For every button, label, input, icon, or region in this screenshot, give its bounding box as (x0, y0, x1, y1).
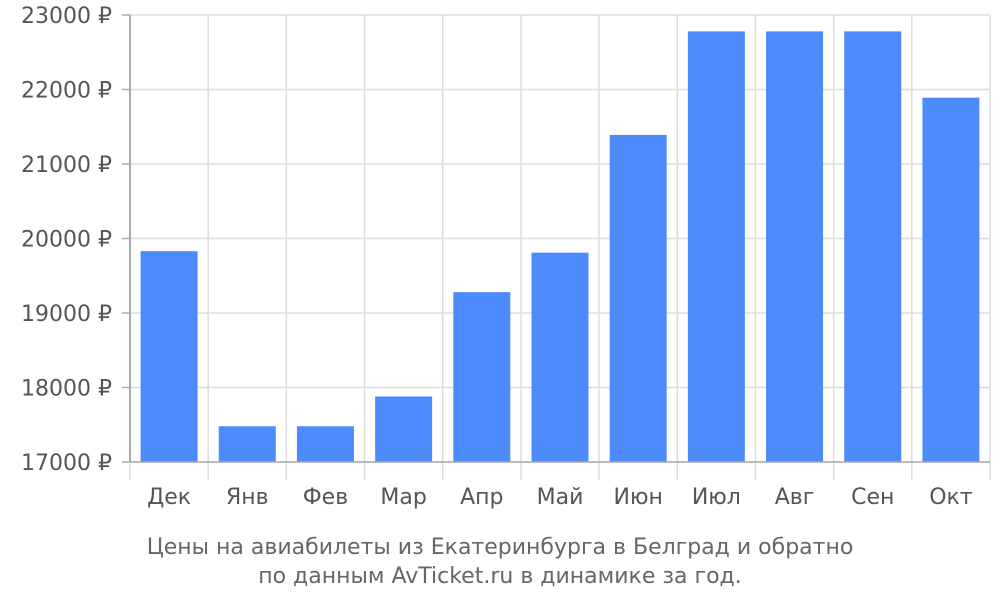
bar-9 (844, 31, 902, 462)
x-tick-label: Апр (460, 485, 503, 510)
bar-3 (375, 396, 433, 462)
chart-caption-line-2: по данным AvTicket.ru в динамике за год. (258, 564, 742, 589)
bar-5 (531, 252, 589, 462)
bar-0 (140, 251, 198, 462)
bar-2 (296, 426, 354, 462)
x-tick-label: Янв (226, 485, 269, 510)
x-tick-label: Авг (775, 485, 815, 510)
y-tick-label: 18000 ₽ (21, 377, 112, 402)
grid-lines (129, 14, 991, 463)
y-tick-label: 19000 ₽ (21, 302, 112, 327)
y-tick-label: 20000 ₽ (21, 228, 112, 253)
y-tick-label: 23000 ₽ (21, 4, 112, 29)
bars (140, 31, 980, 462)
y-tick-labels: 17000 ₽ 18000 ₽ 19000 ₽ 20000 ₽ 21000 ₽ 22000… (21, 4, 112, 476)
chart-caption-line-1: Цены на авиабилеты из Екатеринбурга в Бе… (146, 535, 854, 560)
x-tick-label: Июл (692, 485, 741, 510)
bar-1 (218, 426, 276, 462)
x-tick-label: Май (537, 485, 584, 510)
axes (122, 14, 991, 480)
y-tick-label: 17000 ₽ (21, 451, 112, 476)
y-tick-label: 21000 ₽ (21, 153, 112, 178)
x-tick-label: Дек (147, 485, 191, 510)
x-tick-label: Мар (380, 485, 426, 510)
x-tick-label: Фев (303, 485, 348, 510)
bar-7 (687, 31, 745, 462)
bar-10 (922, 97, 980, 462)
bar-4 (453, 292, 511, 462)
x-tick-label: Сен (851, 485, 894, 510)
x-tick-label: Окт (929, 485, 973, 510)
x-tick-label: Июн (613, 485, 662, 510)
bar-8 (766, 31, 824, 462)
x-tick-labels: Дек Янв Фев Мар Апр Май Июн Июл Авг Сен Окт (147, 485, 973, 510)
bar-6 (609, 134, 667, 462)
y-tick-label: 22000 ₽ (21, 79, 112, 104)
